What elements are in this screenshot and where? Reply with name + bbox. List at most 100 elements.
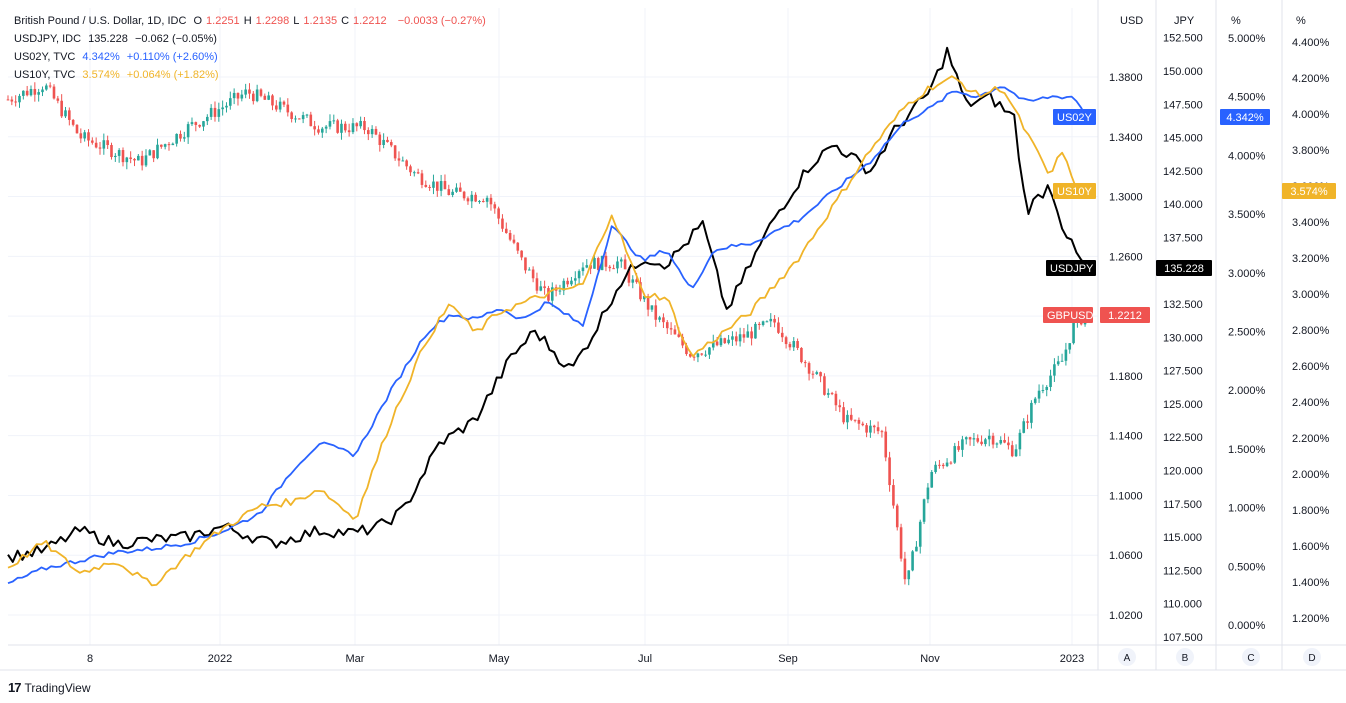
low-value: 1.2135 [303,15,338,27]
jpy-tick-label: 107.500 [1163,632,1203,644]
candle-body [25,90,29,96]
legend-us02y-last: 4.342% [82,51,120,63]
usd-tick-label: 1.1800 [1109,371,1143,383]
candle-body [252,93,255,102]
series-line-us02y[interactable] [7,86,1087,585]
candle-body [907,570,911,580]
candle-body [393,145,397,159]
candle-body [838,405,842,408]
pane-label-bg[interactable] [1303,648,1321,666]
pct-d-tick-label: 1.600% [1292,541,1330,553]
candle-body [711,341,715,348]
candle-body [305,114,309,116]
candle-body [382,139,385,145]
candle-body [953,446,957,463]
candle-body [1060,360,1064,362]
candle-body [849,414,853,420]
open-value: 1.2251 [206,15,240,27]
candle-body [6,99,10,101]
candle-body [892,485,895,506]
candle-body [918,521,922,547]
legend-us10y[interactable]: US10Y, TVC 3.574% +0.064% (+1.82%) [14,66,490,84]
candle-body [884,431,888,458]
candle-body [267,95,270,100]
candle-body [18,95,21,103]
candle-body [225,105,228,108]
candle-body [275,105,278,110]
candle-body [673,329,677,335]
candle-body [734,336,738,342]
pct-d-tick-label: 2.400% [1292,397,1330,409]
candle-body [98,147,102,149]
c-label: C [341,15,350,27]
pane-label-d[interactable]: D [1308,653,1315,664]
pane-label-a[interactable]: A [1124,653,1131,664]
legend-usdjpy[interactable]: USDJPY, IDC 135.228 −0.062 (−0.05%) [14,30,490,48]
candle-body [497,208,500,219]
candle-body [627,269,631,283]
candle-body [700,353,704,355]
usd-tick-label: 1.1000 [1109,490,1143,502]
pct-d-tick-label: 3.400% [1292,217,1330,229]
legend-gbpusd[interactable]: British Pound / U.S. Dollar, 1D, IDC O 1.… [14,12,490,30]
legend-gbpusd-ohlc: O 1.2251 H 1.2298 L 1.2135 C 1.2212 [193,15,390,27]
candle-body [853,419,857,421]
series-line-us10y[interactable] [7,75,1087,587]
usd-tick-label: 1.3000 [1109,192,1143,204]
candle-body [175,133,178,144]
tag-value-bg [1156,260,1212,276]
candle-body [64,110,67,117]
pct-c-tick-label: 2.000% [1228,385,1266,397]
candle-body [976,438,980,442]
candle-body [451,191,454,196]
legend-usdjpy-change: −0.062 (−0.05%) [134,33,217,45]
candle-body [769,318,773,322]
candle-body [171,143,175,146]
candle-body [363,120,366,131]
candle-body [750,331,753,339]
legend-us02y[interactable]: US02Y, TVC 4.342% +0.110% (+2.60%) [14,48,490,66]
candle-body [857,419,861,424]
candle-body [106,140,109,146]
series-line-usdjpy[interactable] [7,46,1087,563]
candle-body [669,328,673,330]
candle-body [639,282,642,300]
pct-d-tick-label: 4.200% [1292,73,1330,85]
usd-tick-label: 1.3400 [1109,132,1143,144]
candle-body [539,286,543,291]
pane-label-bg[interactable] [1176,648,1194,666]
tag-value-bg [1282,183,1336,199]
candle-body [803,362,807,364]
candle-body [596,258,600,271]
pane-label-b[interactable]: B [1182,653,1189,664]
candle-body [221,107,224,110]
candle-body [570,280,573,285]
candle-body [961,439,964,450]
candle-body [888,457,891,486]
candle-body [623,259,627,270]
candle-body [481,201,485,203]
candle-body [493,204,497,209]
candle-body [485,197,489,202]
candle-body [121,150,125,163]
tradingview-logo[interactable]: 17 TradingView [8,680,91,695]
pct-d-tick-label: 4.400% [1292,37,1330,49]
pane-label-c[interactable]: C [1247,653,1254,664]
candle-body [409,166,412,173]
candle-body [125,157,129,163]
candle-body [163,144,167,147]
jpy-tick-label: 122.500 [1163,432,1203,444]
pct-c-tick-label: 1.500% [1228,444,1266,456]
candle-body [512,239,516,243]
candle-body [217,109,221,117]
jpy-tick-label: 115.000 [1163,532,1202,544]
candle-body [547,288,550,301]
x-tick-label: May [489,653,510,665]
candle-body [631,279,635,283]
tag-value-bg [1100,307,1150,323]
pane-label-bg[interactable] [1118,648,1136,666]
candle-body [593,258,596,269]
candle-body [876,427,880,432]
pane-label-bg[interactable] [1242,648,1260,666]
